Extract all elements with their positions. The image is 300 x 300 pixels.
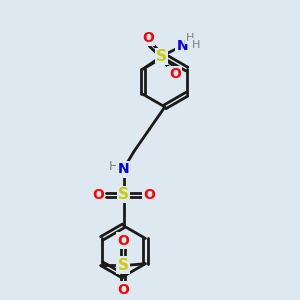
Text: O: O [117, 283, 129, 296]
Text: O: O [92, 188, 104, 202]
Text: S: S [118, 258, 129, 273]
Text: H: H [109, 160, 118, 173]
Text: O: O [169, 68, 181, 81]
Text: O: O [143, 188, 155, 202]
Text: S: S [118, 187, 129, 202]
Text: O: O [117, 234, 129, 248]
Text: O: O [142, 31, 154, 45]
Text: N: N [118, 162, 129, 176]
Text: H: H [191, 40, 200, 50]
Text: H: H [186, 33, 195, 43]
Text: S: S [156, 49, 167, 64]
Text: N: N [176, 39, 188, 53]
